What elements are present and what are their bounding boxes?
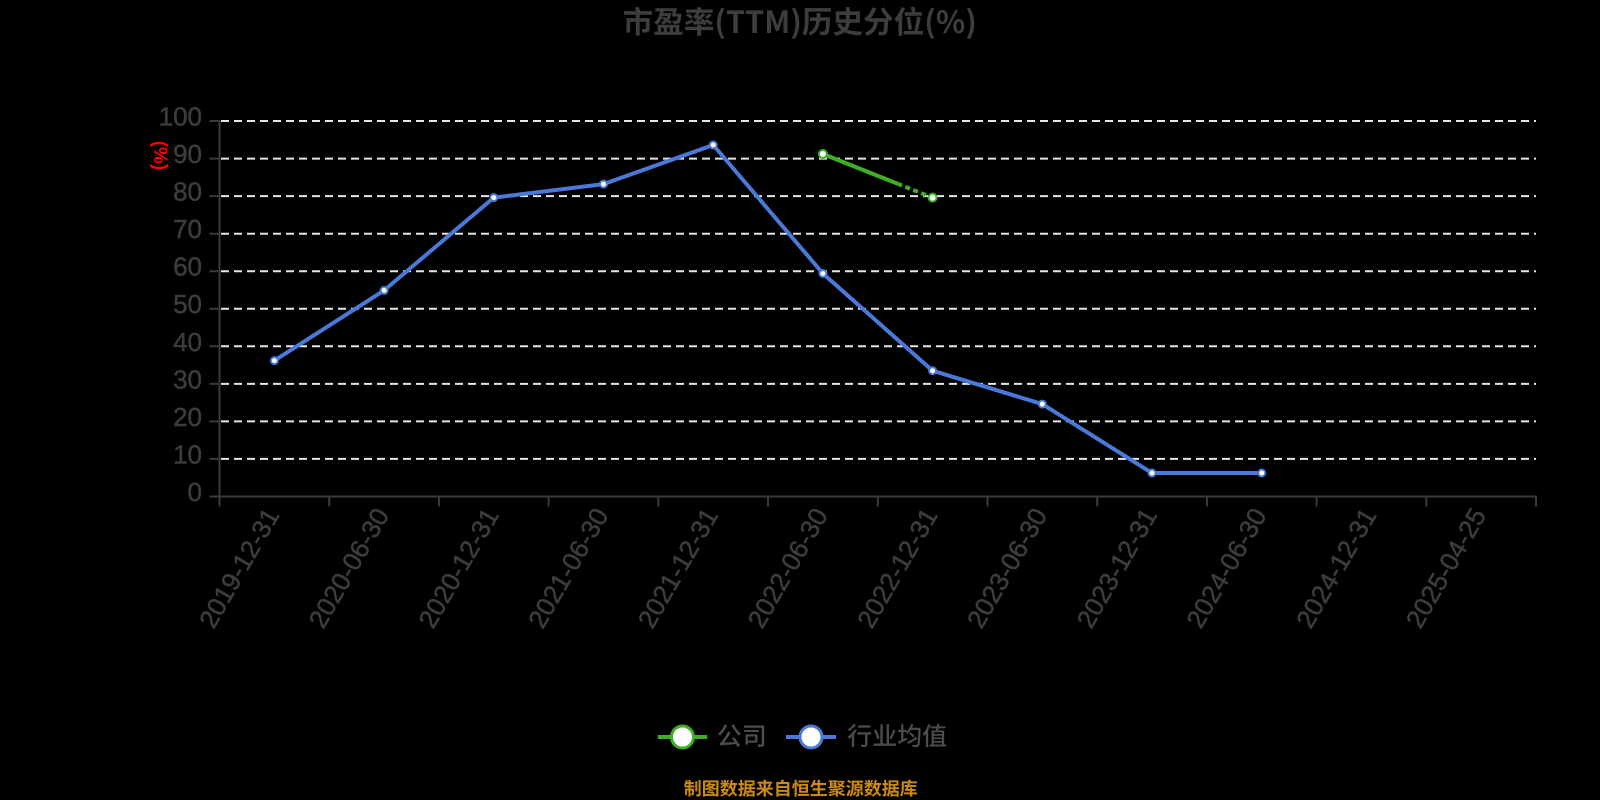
svg-text:50: 50 (173, 289, 202, 319)
svg-text:80: 80 (173, 177, 202, 207)
svg-text:60: 60 (173, 252, 202, 282)
svg-text:20: 20 (173, 402, 202, 432)
svg-text:(%): (%) (149, 141, 170, 171)
svg-text:100: 100 (159, 102, 202, 132)
svg-text:40: 40 (173, 327, 202, 357)
svg-text:10: 10 (173, 439, 202, 469)
svg-text:30: 30 (173, 364, 202, 394)
svg-text:90: 90 (173, 139, 202, 169)
svg-text:70: 70 (173, 214, 202, 244)
svg-text:0: 0 (188, 477, 202, 507)
